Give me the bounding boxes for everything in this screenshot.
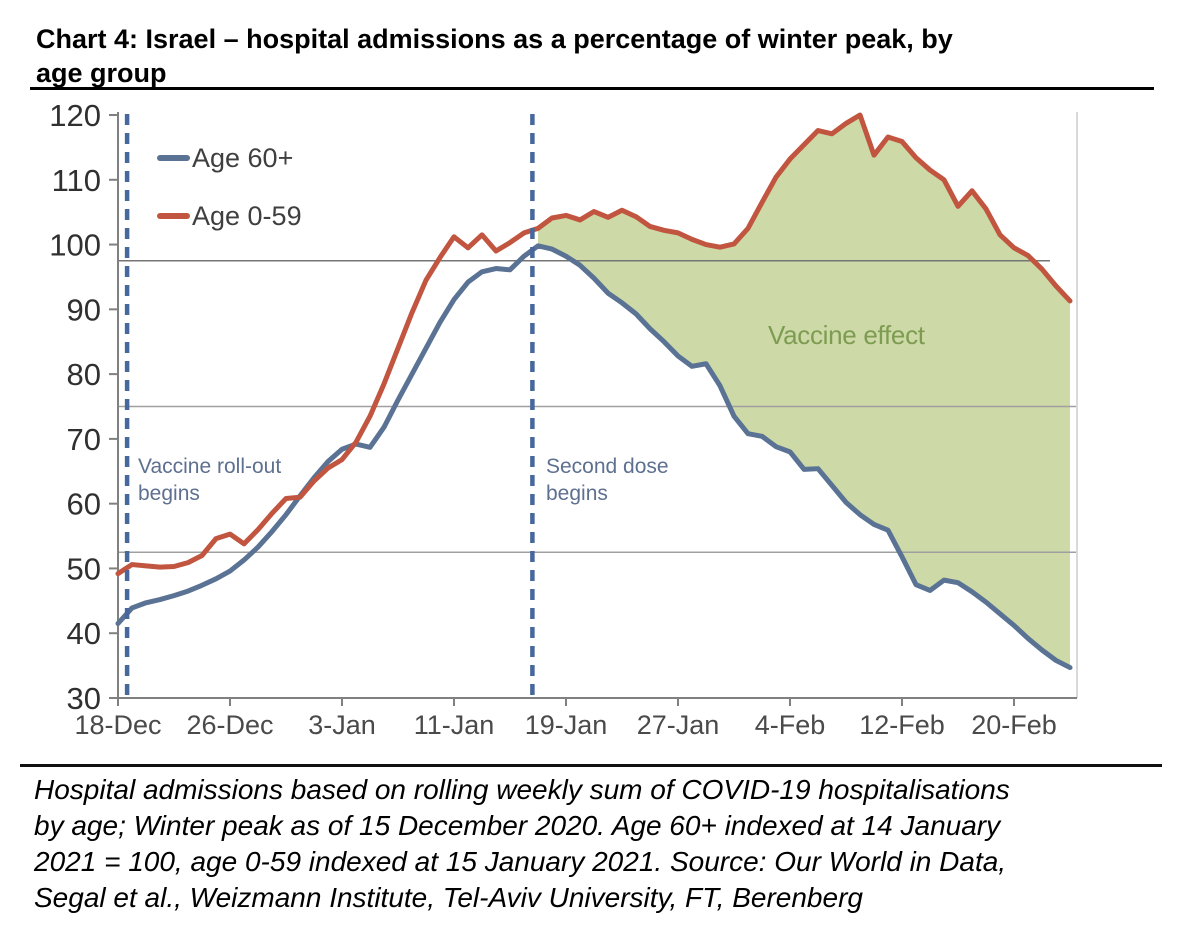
y-tick-label: 110 xyxy=(52,163,101,198)
y-tick-label: 90 xyxy=(67,292,101,327)
second-dose-annotation: Second dose begins xyxy=(546,455,669,505)
y-tick-label: 30 xyxy=(67,681,101,716)
chart-footnote: Hospital admissions based on rolling wee… xyxy=(34,772,1164,916)
age-0-59-legend-label: Age 0-59 xyxy=(192,200,302,231)
footnote-line-3: 2021 = 100, age 0-59 indexed at 15 Janua… xyxy=(34,846,1007,877)
x-tick-label: 20-Feb xyxy=(971,710,1057,740)
footnote-line-2: by age; Winter peak as of 15 December 20… xyxy=(34,810,1001,841)
legend-item-age-60: Age 60+ xyxy=(157,141,302,175)
y-tick-label: 100 xyxy=(49,228,101,263)
chart-title-line-1: Chart 4: Israel – hospital admissions as… xyxy=(36,24,953,54)
title-underline-rule xyxy=(30,87,1154,90)
footnote-line-1: Hospital admissions based on rolling wee… xyxy=(34,774,1010,805)
vaccine-effect-label: Vaccine effect xyxy=(768,320,925,350)
x-tick-label: 11-Jan xyxy=(414,710,495,740)
age-0-59-line xyxy=(115,112,1073,577)
chart-title-line-2: age group xyxy=(36,58,167,88)
chart-legend: Age 60+ Age 0-59 xyxy=(157,141,302,257)
age-0-59-line-swatch xyxy=(157,213,190,219)
x-tick-label: 18-Dec xyxy=(74,710,161,740)
x-tick-label: 4-Feb xyxy=(755,710,826,740)
y-tick-label: 70 xyxy=(67,422,101,457)
x-tick-label: 27-Jan xyxy=(637,710,720,740)
footnote-separator-rule xyxy=(20,764,1162,767)
y-tick-label: 60 xyxy=(67,487,101,522)
x-tick-label: 19-Jan xyxy=(525,710,608,740)
vaccine-rollout-annotation: Vaccine roll-out begins xyxy=(138,455,282,505)
chart-title: Chart 4: Israel – hospital admissions as… xyxy=(36,22,1160,90)
age-60-legend-label: Age 60+ xyxy=(192,142,294,173)
footnote-line-4: Segal et al., Weizmann Institute, Tel-Av… xyxy=(34,882,863,913)
x-tick-label: 12-Feb xyxy=(859,710,945,740)
age-60-line xyxy=(115,243,1073,671)
x-tick-label: 26-Dec xyxy=(186,710,273,740)
y-tick-label: 40 xyxy=(67,616,101,651)
legend-item-age-0-59: Age 0-59 xyxy=(157,199,302,233)
age-60-line-swatch xyxy=(157,155,190,161)
vaccine-effect-area xyxy=(538,115,1070,668)
y-tick-label: 50 xyxy=(67,551,101,586)
y-tick-label: 120 xyxy=(49,98,101,133)
y-tick-label: 80 xyxy=(67,357,101,392)
x-tick-label: 3-Jan xyxy=(308,710,376,740)
